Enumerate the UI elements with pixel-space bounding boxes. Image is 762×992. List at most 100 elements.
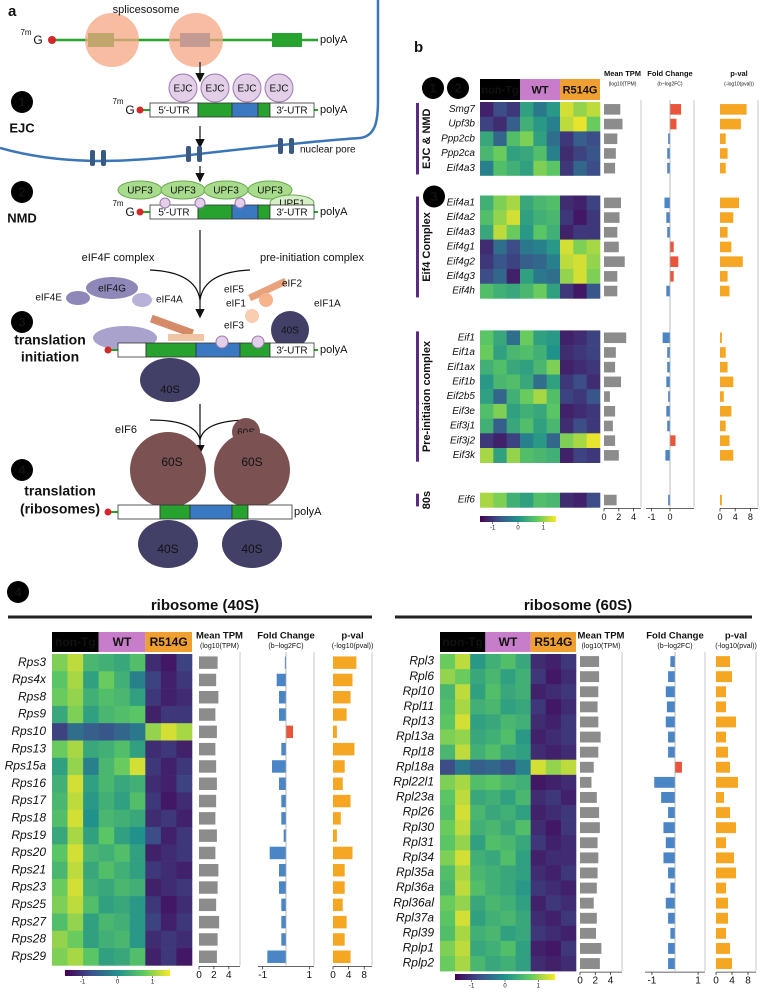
mrna-segment [117,504,161,520]
heatmap-cell [455,789,471,806]
heatmap-cell [67,654,84,672]
heatmap-cell [145,757,162,776]
badge-number: 2 [18,184,25,199]
heatmap-cell [455,850,471,866]
heatmap-cell [470,910,486,927]
gene-label: Rps27 [11,914,47,928]
tick-label: -1 [258,970,267,981]
pval-bar [716,792,724,803]
heatmap-cell [480,146,494,162]
heatmap-cell [586,131,601,147]
heatmap-cell [485,654,501,670]
heatmap-cell [560,835,577,851]
heatmap-cell [129,688,146,707]
heatmap-cell [480,345,494,361]
gene-label: Eif3j1 [450,421,475,432]
heatmap-cell [545,940,562,957]
heatmap-cell [573,374,587,390]
fc-bar [269,846,286,860]
heatmap-cell [506,359,521,375]
tpm-bar [604,435,616,446]
gene-label: Eif4a3 [447,227,476,238]
heatmap-cell [83,757,99,776]
heatmap-cell [470,654,486,670]
tpm-bar [580,912,597,924]
heatmap-cell [470,820,486,836]
heatmap-cell [480,195,494,211]
heatmap-cell [560,956,577,972]
eif4a [132,293,152,307]
heatmap-cell [160,896,177,914]
heatmap-cell [586,116,601,132]
mrna-segment [269,342,315,358]
pval-bar [720,241,732,253]
gene-label: Eif3k [453,450,476,461]
fc-bar [670,656,675,667]
heatmap-cell [530,850,547,866]
gene-label: Eif3e [452,406,475,417]
heatmap-cell [52,948,68,966]
heatmap-cell [546,359,561,375]
heatmap-cell [586,359,601,375]
heatmap-cell [129,654,146,672]
gene-label: Eif4a2 [447,212,476,223]
heatmap-cell [160,654,177,672]
heatmap-cell [480,330,494,346]
heatmap-cell [440,744,456,760]
nuclear-pore [101,150,106,166]
gene-label: Rps20 [11,845,46,859]
heatmap-cell [480,131,494,147]
heatmap-cell [533,418,547,434]
heatmap-cell [129,723,146,741]
pval-bar [333,725,337,739]
tick-label: -1 [647,976,656,987]
heatmap-cell [98,878,115,897]
label: eIF5 [224,285,244,296]
colorbar [455,974,555,980]
fc-bar [668,867,675,879]
label: eIF4F complex [82,252,155,264]
heatmap-cell [500,684,516,700]
gene-label: Rps17 [11,793,47,807]
colorbar-label: 0 [503,984,507,990]
heatmap-cell [83,740,99,759]
heatmap-cell [506,330,521,346]
column-title: p-val [341,631,363,642]
nuclear-pore [90,150,95,166]
heatmap-cell [533,492,547,508]
heatmap-cell [520,102,534,117]
heatmap-cell [67,844,84,862]
heatmap-cell [176,896,193,914]
heatmap-cell [455,684,471,700]
heatmap-cell [515,895,531,911]
heatmap-cell [114,844,131,862]
heatmap-cell [160,948,177,966]
fc-bar [666,376,670,388]
heatmap-cell [530,880,547,896]
heatmap-cell [160,861,177,880]
tpm-bar [199,794,217,808]
heatmap-cell [500,759,516,776]
tpm-bar [199,760,217,773]
fc-bar [668,943,675,954]
heatmap-cell [586,224,601,240]
ejc [232,73,262,103]
gene-label: Eif2b5 [447,391,476,402]
heatmap-cell [500,805,516,821]
label: eIF6 [115,424,137,436]
heatmap-cell [560,131,574,147]
fc-bar [272,760,286,773]
pval-bar [333,864,345,877]
heatmap-cell [470,729,486,745]
tick-label: 4 [729,976,735,987]
heatmap-cell [114,740,131,759]
fc-bar [286,725,293,739]
tpm-bar [604,133,618,145]
heatmap-cell [160,878,177,897]
heatmap-cell [470,880,486,896]
heatmap-cell [560,820,577,836]
heatmap-cell [98,740,115,759]
heatmap-cell [67,913,84,932]
heatmap-cell [493,160,507,176]
heatmap-cell [520,374,534,390]
